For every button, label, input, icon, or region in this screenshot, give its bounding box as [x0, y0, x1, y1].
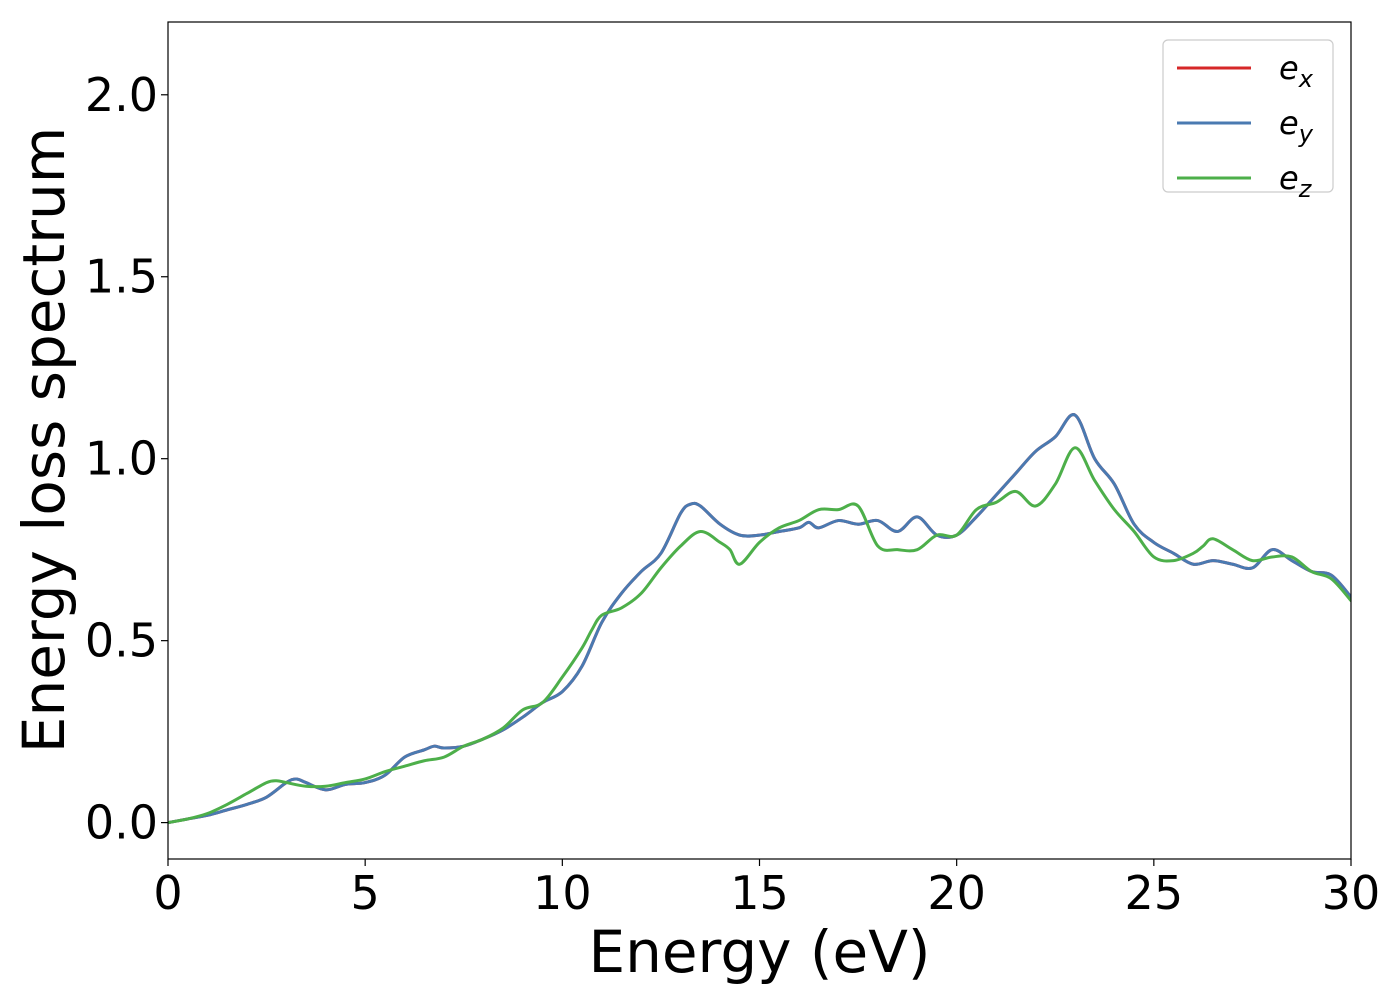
legend-label-z: ez [1279, 159, 1313, 203]
x-axis-title: Energy (eV) [588, 918, 930, 986]
series-line-x [168, 413, 1351, 825]
legend-label-base: e [1279, 159, 1299, 197]
x-axis: 0 5 10 15 20 25 30 [153, 859, 1380, 920]
legend-label-subscript: y [1298, 120, 1314, 148]
series-line-y [168, 413, 1351, 825]
x-tick-label: 15 [730, 866, 789, 920]
legend-label-base: e [1279, 49, 1299, 87]
legend-label-y: ey [1279, 104, 1314, 148]
x-tick-label: 25 [1125, 866, 1184, 920]
series-line-z [168, 446, 1351, 825]
legend-box [1162, 39, 1334, 193]
legend-label-subscript: x [1298, 65, 1314, 93]
x-tick-label: 0 [153, 866, 182, 920]
y-axis-title: Energy loss spectrum [10, 127, 78, 753]
x-tick-label: 20 [927, 866, 986, 920]
y-tick-label: 0.0 [85, 796, 158, 850]
y-axis: 0.0 0.5 1.0 1.5 2.0 [85, 68, 168, 850]
y-tick-label: 0.5 [85, 614, 158, 668]
legend-label-x: ex [1279, 49, 1314, 93]
x-tick-label: 30 [1322, 866, 1381, 920]
legend-label-subscript: z [1298, 175, 1313, 203]
x-tick-label: 5 [351, 866, 380, 920]
legend-label-base: e [1279, 104, 1299, 142]
y-tick-label: 2.0 [85, 68, 158, 122]
plot-area [168, 413, 1351, 825]
x-tick-label: 10 [533, 866, 592, 920]
y-tick-label: 1.0 [85, 432, 158, 486]
y-tick-label: 1.5 [85, 250, 158, 304]
